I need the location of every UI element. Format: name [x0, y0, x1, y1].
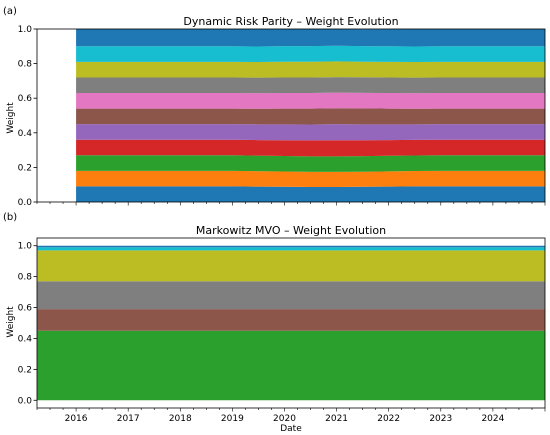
- panel-b-x-tick-label-6: 2022: [377, 414, 400, 424]
- panel-a-area-band-2: [76, 170, 545, 187]
- panel-a-area-band-9: [76, 61, 545, 78]
- panel-b-y-tick-label-4: 0.8: [18, 273, 33, 283]
- panel-a-y-tick-label-3: 0.6: [18, 94, 33, 104]
- panel-a-area-band-7: [76, 92, 545, 109]
- panel-b-y-tick-label-2: 0.4: [18, 334, 33, 344]
- panel-a-y-axis-label: Weight: [6, 102, 16, 134]
- panel-a-area-band-5: [76, 124, 545, 141]
- panel-a-title: Dynamic Risk Parity – Weight Evolution: [183, 15, 398, 28]
- panel-a-area-band-10: [76, 45, 545, 63]
- x-axis-label: Date: [280, 424, 302, 434]
- panel-a-area-band-1: [76, 186, 545, 202]
- panel-b-letter: (b): [3, 212, 17, 223]
- panel-a-y-tick-label-4: 0.8: [18, 60, 33, 70]
- panel-b-title: Markowitz MVO – Weight Evolution: [196, 224, 386, 237]
- panel-b-x-tick-label-3: 2019: [221, 414, 244, 424]
- panel-b-y-tick-label-3: 0.6: [18, 304, 33, 314]
- panel-b: (b) Markowitz MVO – Weight Evolution Wei…: [3, 212, 546, 434]
- panel-a-y-tick-label-2: 0.4: [18, 129, 33, 139]
- panel-a-y-tick-label-5: 1.0: [18, 25, 33, 35]
- panel-b-x-tick-label-2: 2018: [169, 414, 192, 424]
- panel-a-letter: (a): [3, 6, 17, 17]
- panel-a-area-band-3: [76, 155, 545, 172]
- panel-b-x-tick-label-0: 2016: [65, 414, 88, 424]
- panel-b-y-tick-label-0: 0.0: [18, 396, 33, 406]
- panel-a-axes-frame: [36, 28, 546, 203]
- panel-a-area-band-11: [76, 28, 545, 47]
- panel-b-axes-frame: [36, 237, 546, 409]
- panel-b-area-band-4: [37, 250, 545, 282]
- panel-b-plot-area: 0.0 0.2 0.4 0.6 0.8 1.0 2016 2017 2018 2019 2020 20…: [18, 237, 546, 424]
- panel-a-y-tick-label-0: 0.0: [18, 198, 33, 208]
- panel-b-y-axis-label: Weight: [6, 306, 16, 338]
- panel-b-area-band-2: [37, 309, 545, 331]
- panel-b-x-tick-label-4: 2020: [273, 414, 296, 424]
- panel-b-x-tick-label-8: 2024: [481, 414, 504, 424]
- panel-b-x-tick-label-5: 2021: [325, 414, 348, 424]
- panel-a: (a) Dynamic Risk Parity – Weight Evoluti…: [3, 6, 546, 208]
- panel-b-area-band-5: [37, 247, 545, 251]
- panel-b-y-tick-label-1: 0.2: [18, 365, 32, 375]
- panel-b-area-band-3: [37, 281, 545, 310]
- panel-b-area-band-1: [37, 330, 545, 401]
- panel-b-area-band-6: [37, 245, 545, 248]
- panel-b-x-tick-label-1: 2017: [117, 414, 140, 424]
- panel-a-area-band-4: [76, 139, 545, 157]
- panel-a-area-band-8: [76, 77, 545, 94]
- panel-a-area-band-6: [76, 108, 545, 125]
- panel-a-plot-area: 0.0 0.2 0.4 0.6 0.8 1.0: [18, 25, 546, 208]
- panel-a-y-tick-label-1: 0.2: [18, 163, 32, 173]
- panel-b-x-tick-label-7: 2023: [429, 414, 452, 424]
- panel-b-y-tick-label-5: 1.0: [18, 242, 33, 252]
